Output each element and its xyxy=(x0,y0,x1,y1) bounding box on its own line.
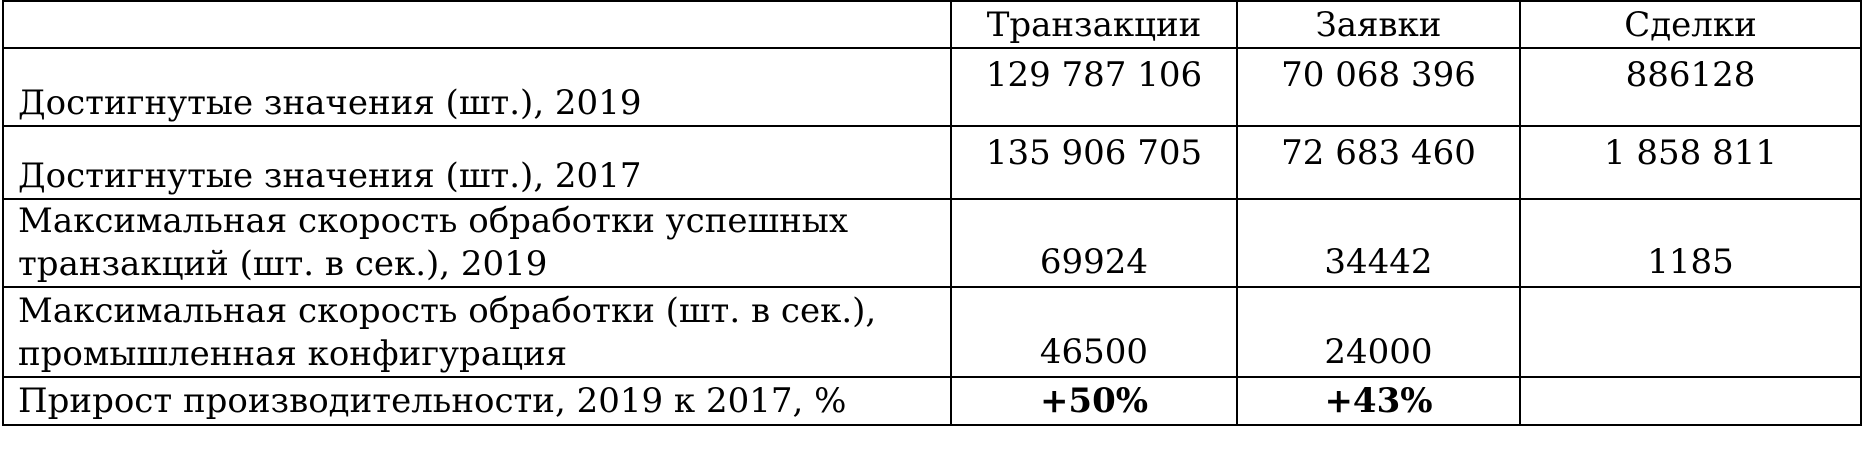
cell-orders: 24000 xyxy=(1236,286,1521,378)
table-row: Достигнутые значения (шт.), 2017 135 906… xyxy=(2,125,1862,200)
cell-transactions: +50% xyxy=(950,376,1238,426)
table-row: Достигнутые значения (шт.), 2019 129 787… xyxy=(2,47,1862,127)
cell-transactions: 129 787 106 xyxy=(950,47,1238,127)
cell-orders: +43% xyxy=(1236,376,1521,426)
table-row: Максимальная скорость обработки успешных… xyxy=(2,198,1862,288)
header-orders: Заявки xyxy=(1236,0,1521,49)
header-transactions: Транзакции xyxy=(950,0,1238,49)
cell-deals: 1185 xyxy=(1519,198,1862,288)
performance-table: Транзакции Заявки Сделки Достигнутые зна… xyxy=(2,0,1862,426)
table-row: Прирост производительности, 2019 к 2017,… xyxy=(2,376,1862,426)
cell-deals xyxy=(1519,286,1862,378)
table-row: Максимальная скорость обработки (шт. в с… xyxy=(2,286,1862,378)
header-deals: Сделки xyxy=(1519,0,1862,49)
row-label: Максимальная скорость обработки (шт. в с… xyxy=(2,286,952,378)
row-label: Достигнутые значения (шт.), 2019 xyxy=(2,47,952,127)
cell-orders: 34442 xyxy=(1236,198,1521,288)
table-header-row: Транзакции Заявки Сделки xyxy=(2,0,1862,49)
cell-orders: 72 683 460 xyxy=(1236,125,1521,200)
cell-transactions: 135 906 705 xyxy=(950,125,1238,200)
cell-transactions: 46500 xyxy=(950,286,1238,378)
row-label: Достигнутые значения (шт.), 2017 xyxy=(2,125,952,200)
row-label: Прирост производительности, 2019 к 2017,… xyxy=(2,376,952,426)
header-corner-cell xyxy=(2,0,952,49)
cell-orders: 70 068 396 xyxy=(1236,47,1521,127)
row-label: Максимальная скорость обработки успешных… xyxy=(2,198,952,288)
cell-transactions: 69924 xyxy=(950,198,1238,288)
cell-deals xyxy=(1519,376,1862,426)
cell-deals: 1 858 811 xyxy=(1519,125,1862,200)
cell-deals: 886128 xyxy=(1519,47,1862,127)
